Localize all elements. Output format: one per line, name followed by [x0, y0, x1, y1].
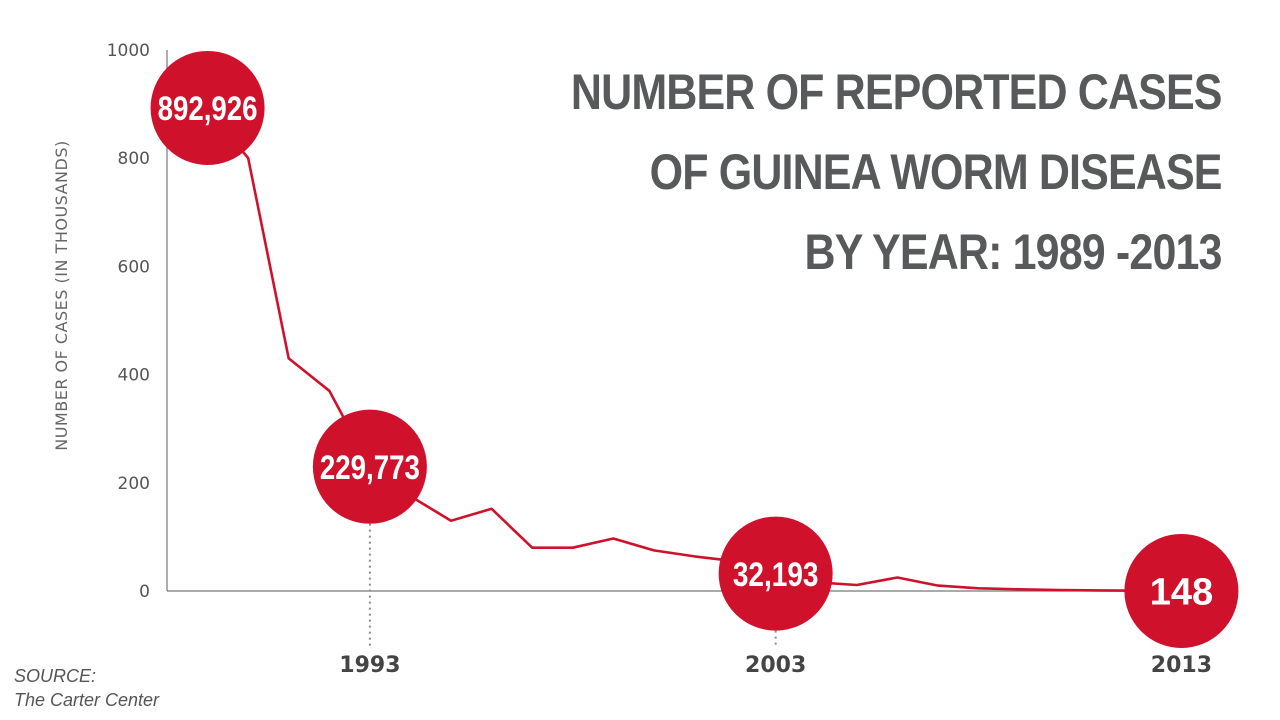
data-point-bubble	[1124, 533, 1239, 648]
x-tick-label: 1993	[339, 653, 400, 678]
data-label: 32,193	[733, 556, 819, 594]
x-tick-label: 2003	[745, 653, 806, 678]
source-name: The Carter Center	[14, 690, 160, 710]
y-tick-label: 200	[118, 474, 150, 494]
x-tick-label: 2013	[1151, 653, 1212, 678]
y-tick-label: 400	[118, 366, 150, 386]
annotation-layer: 892,926 229,773 32,193 148	[150, 50, 1239, 648]
data-point-bubble	[150, 50, 265, 165]
source-label: SOURCE:	[14, 666, 97, 686]
axes: 0 200 400 600 800 1000 NUMBER OF CASES (IN THO…	[52, 41, 1222, 678]
data-label: 229,773	[320, 449, 420, 487]
data-point-bubble	[312, 409, 427, 524]
y-tick-label: 600	[118, 257, 150, 277]
y-tick-label: 0	[139, 582, 150, 602]
title-line-3: BY YEAR: 1989 -2013	[804, 224, 1223, 280]
title-line-1: NUMBER OF REPORTED CASES	[571, 64, 1223, 120]
chart-title: NUMBER OF REPORTED CASES OF GUINEA WORM …	[571, 52, 1223, 292]
data-point-bubble	[718, 516, 833, 631]
data-label: 892,926	[158, 90, 258, 128]
y-axis-label: NUMBER OF CASES (IN THOUSANDS)	[52, 140, 71, 451]
title-line-2: OF GUINEA WORM DISEASE	[650, 144, 1223, 200]
data-label: 148	[1150, 572, 1213, 614]
y-tick-label: 800	[118, 149, 150, 169]
source-note: SOURCE: The Carter Center	[14, 664, 159, 712]
y-tick-label: 1000	[107, 41, 150, 61]
